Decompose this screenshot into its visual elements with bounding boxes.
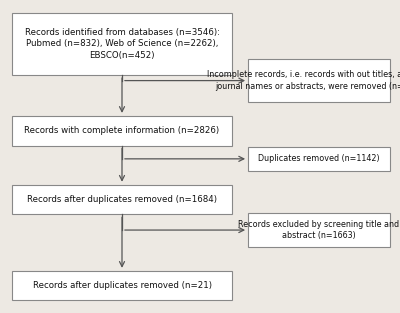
FancyBboxPatch shape (12, 13, 232, 75)
FancyBboxPatch shape (248, 213, 390, 247)
Text: Incomplete records, i.e. records with out titles, authors,
journal names or abst: Incomplete records, i.e. records with ou… (208, 70, 400, 91)
Text: Records excluded by screening title and
abstract (n=1663): Records excluded by screening title and … (238, 220, 400, 240)
Text: Records identified from databases (n=3546):
Pubmed (n=832), Web of Science (n=22: Records identified from databases (n=354… (24, 28, 220, 60)
FancyBboxPatch shape (12, 116, 232, 146)
Text: Records with complete information (n=2826): Records with complete information (n=282… (24, 126, 220, 135)
Text: Duplicates removed (n=1142): Duplicates removed (n=1142) (258, 154, 380, 163)
FancyBboxPatch shape (12, 185, 232, 214)
Text: Records after duplicates removed (n=1684): Records after duplicates removed (n=1684… (27, 195, 217, 204)
Text: Records after duplicates removed (n=21): Records after duplicates removed (n=21) (32, 281, 212, 290)
FancyBboxPatch shape (248, 59, 390, 102)
FancyBboxPatch shape (248, 147, 390, 171)
FancyBboxPatch shape (12, 271, 232, 300)
